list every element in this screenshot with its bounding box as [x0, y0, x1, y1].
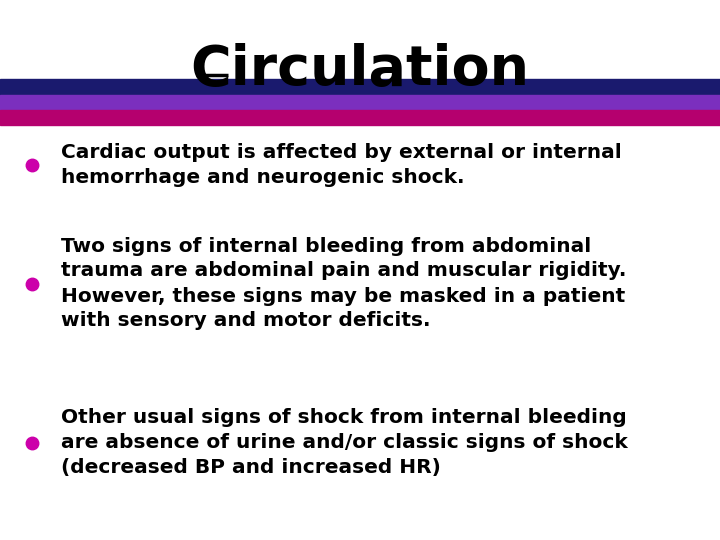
- Text: Two signs of internal bleeding from abdominal
trauma are abdominal pain and musc: Two signs of internal bleeding from abdo…: [61, 237, 626, 330]
- Bar: [0, 94, 720, 110]
- Text: Circulation: Circulation: [190, 43, 530, 97]
- Text: Other usual signs of shock from internal bleeding
are absence of urine and/or cl: Other usual signs of shock from internal…: [61, 408, 628, 477]
- Bar: [0, 79, 720, 94]
- Text: Cardiac output is affected by external or internal
hemorrhage and neurogenic sho: Cardiac output is affected by external o…: [61, 143, 622, 187]
- Bar: [0, 110, 720, 125]
